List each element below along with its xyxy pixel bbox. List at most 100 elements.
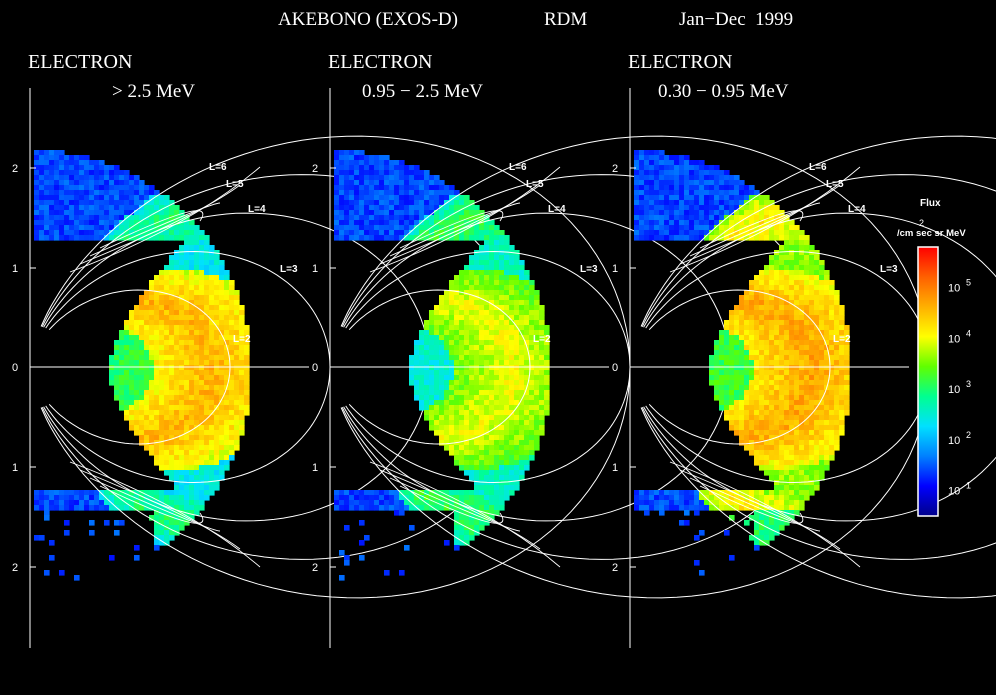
flux-cell [219, 385, 225, 391]
flux-cell [164, 400, 170, 406]
flux-cell [164, 375, 170, 381]
flux-cell [469, 475, 475, 481]
flux-cell [709, 210, 715, 216]
flux-cell [489, 430, 495, 436]
flux-cell [449, 200, 455, 206]
flux-cell [469, 340, 475, 346]
flux-cell [454, 300, 460, 306]
flux-cell [349, 185, 355, 191]
flux-cell [779, 380, 785, 386]
flux-cell [104, 235, 110, 241]
flux-cell [414, 345, 420, 351]
flux-cell [454, 340, 460, 346]
flux-cell [394, 170, 400, 176]
flux-cell [424, 405, 430, 411]
flux-cell [674, 225, 680, 231]
flux-cell [149, 210, 155, 216]
flux-cell [474, 320, 480, 326]
flux-cell [224, 325, 230, 331]
flux-cell [129, 205, 135, 211]
flux-cell [789, 420, 795, 426]
flux-cell [749, 390, 755, 396]
flux-cell [744, 360, 750, 366]
flux-cell [214, 470, 220, 476]
flux-cell [789, 505, 795, 511]
flux-cell [149, 415, 155, 421]
flux-cell [424, 230, 430, 236]
flux-cell [464, 425, 470, 431]
flux-cell [434, 205, 440, 211]
flux-cell [789, 435, 795, 441]
flux-cell [474, 380, 480, 386]
flux-cell [199, 340, 205, 346]
flux-cell [789, 425, 795, 431]
flux-cell [649, 205, 655, 211]
flux-cell [374, 180, 380, 186]
flux-cell [479, 465, 485, 471]
flux-cell [204, 255, 210, 261]
flux-cell [844, 355, 850, 361]
flux-cell [759, 395, 765, 401]
flux-cell [719, 170, 725, 176]
flux-cell [239, 375, 245, 381]
flux-cell [499, 455, 505, 461]
flux-cell [664, 195, 670, 201]
flux-cell [534, 355, 540, 361]
flux-cell [454, 295, 460, 301]
flux-cell [774, 265, 780, 271]
flux-cell [759, 280, 765, 286]
flux-cell [419, 180, 425, 186]
flux-cell [194, 415, 200, 421]
flux-cell [769, 345, 775, 351]
flux-cell [164, 540, 170, 546]
flux-cell [439, 440, 445, 446]
flux-cell [479, 285, 485, 291]
flux-cell [464, 280, 470, 286]
flux-cell [484, 305, 490, 311]
flux-cell [354, 195, 360, 201]
flux-cell [214, 375, 220, 381]
flux-cell [484, 355, 490, 361]
flux-cell [699, 215, 705, 221]
flux-cell [84, 165, 90, 171]
flux-cell [179, 435, 185, 441]
flux-cell [184, 410, 190, 416]
flux-cell [194, 290, 200, 296]
flux-cell [524, 330, 530, 336]
flux-cell [154, 330, 160, 336]
flux-cell [494, 410, 500, 416]
flux-cell [384, 570, 390, 576]
flux-cell [204, 370, 210, 376]
flux-cell [229, 345, 235, 351]
flux-cell [794, 230, 800, 236]
flux-cell [809, 435, 815, 441]
flux-cell [459, 360, 465, 366]
flux-cell [499, 325, 505, 331]
flux-cell [199, 260, 205, 266]
flux-cell [39, 180, 45, 186]
flux-cell [679, 505, 685, 511]
flux-cell [374, 495, 380, 501]
flux-cell [439, 185, 445, 191]
flux-cell [194, 440, 200, 446]
flux-cell [184, 475, 190, 481]
flux-cell [454, 235, 460, 241]
flux-cell [784, 405, 790, 411]
flux-cell [804, 335, 810, 341]
flux-cell [164, 420, 170, 426]
flux-cell [164, 470, 170, 476]
flux-cell [184, 295, 190, 301]
flux-cell [504, 245, 510, 251]
flux-cell [399, 235, 405, 241]
flux-cell [334, 205, 340, 211]
flux-cell [684, 160, 690, 166]
flux-cell [729, 515, 735, 521]
flux-cell [179, 470, 185, 476]
flux-cell [69, 490, 75, 496]
flux-cell [519, 350, 525, 356]
flux-cell [744, 310, 750, 316]
flux-cell [39, 230, 45, 236]
flux-cell [409, 195, 415, 201]
flux-cell [719, 405, 725, 411]
flux-cell [159, 225, 165, 231]
